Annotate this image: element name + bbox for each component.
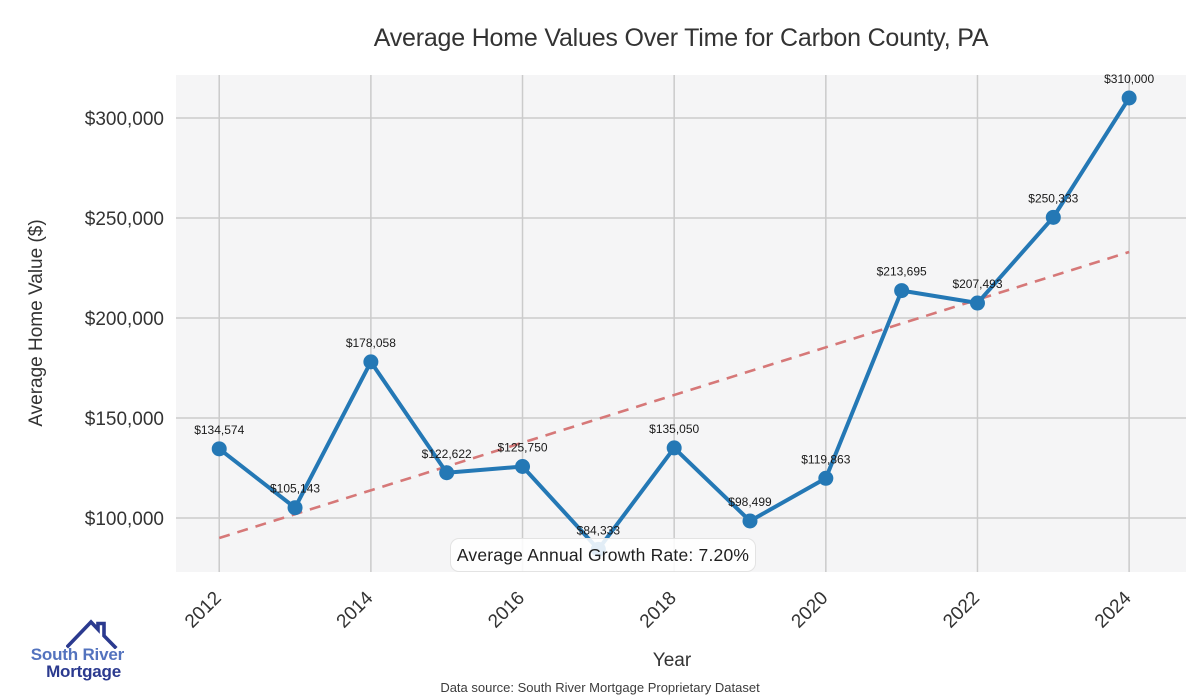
x-tick-label: 2012 xyxy=(181,588,226,633)
data-point-label: $135,050 xyxy=(649,422,699,436)
y-tick-label: $300,000 xyxy=(85,109,164,130)
data-point-label: $125,750 xyxy=(497,441,547,455)
x-tick-label: 2024 xyxy=(1091,587,1136,632)
logo-text-primary: South River xyxy=(30,645,124,664)
data-point-label: $119,863 xyxy=(801,452,850,466)
house-roof-icon xyxy=(66,619,118,649)
x-axis-label: Year xyxy=(652,650,692,671)
x-tick-label: 2022 xyxy=(939,588,984,633)
x-tick-label: 2018 xyxy=(636,588,681,633)
data-point xyxy=(969,295,985,311)
x-tick-label: 2020 xyxy=(788,588,833,633)
data-point xyxy=(515,459,531,474)
data-point xyxy=(1045,209,1061,225)
x-tick-label: 2016 xyxy=(484,588,529,633)
south-river-mortgage-logo: South River Mortgage xyxy=(20,615,128,687)
y-tick-label: $250,000 xyxy=(85,209,164,230)
plot-background xyxy=(176,75,1186,572)
data-point xyxy=(211,441,227,457)
data-point xyxy=(742,513,758,529)
data-point xyxy=(894,283,910,299)
data-point xyxy=(666,440,682,456)
logo-text-secondary: Mortgage xyxy=(46,662,121,681)
chart-title: Average Home Values Over Time for Carbon… xyxy=(373,24,989,52)
data-point-label: $310,000 xyxy=(1104,72,1154,86)
data-point xyxy=(363,354,379,370)
data-point-label: $105,143 xyxy=(270,482,320,496)
growth-rate-annotation: Average Annual Growth Rate: 7.20% xyxy=(450,538,756,572)
data-point-label: $178,058 xyxy=(346,336,396,350)
y-tick-label: $200,000 xyxy=(85,309,164,330)
data-point-label: $84,333 xyxy=(577,523,621,537)
data-point-label: $213,695 xyxy=(877,265,927,279)
data-point xyxy=(818,470,834,486)
trend-line xyxy=(218,250,1130,540)
data-point xyxy=(439,465,455,481)
x-tick-label: 2014 xyxy=(333,587,378,632)
data-point-label: $134,574 xyxy=(194,423,244,437)
data-point-label: $207,493 xyxy=(952,277,1002,291)
data-point-label: $250,333 xyxy=(1028,191,1078,205)
data-source-caption: Data source: South River Mortgage Propri… xyxy=(440,680,760,695)
data-point-label: $98,499 xyxy=(728,495,772,509)
data-point-label: $122,622 xyxy=(422,447,472,461)
y-tick-label: $100,000 xyxy=(85,509,164,530)
data-point xyxy=(1121,90,1137,106)
y-tick-label: $150,000 xyxy=(85,409,164,430)
data-point xyxy=(287,500,303,516)
